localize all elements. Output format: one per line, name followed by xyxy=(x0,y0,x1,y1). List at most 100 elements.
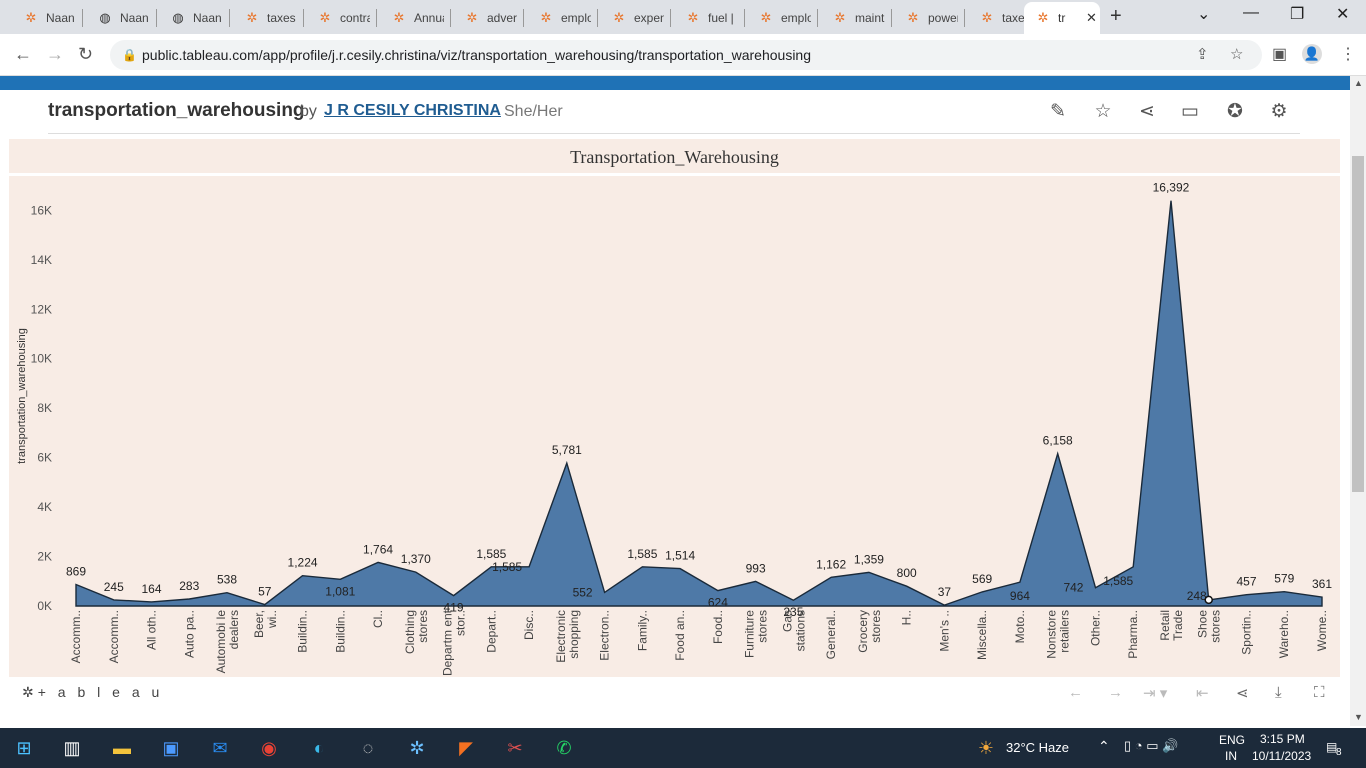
tab-label: Naan xyxy=(193,11,222,25)
store-icon[interactable]: ▣ xyxy=(162,738,180,758)
weather-icon[interactable]: ☀ xyxy=(977,738,995,758)
data-label: 552 xyxy=(573,585,593,599)
viz-header: transportation_warehousing by J R CESILY… xyxy=(0,90,1350,136)
snipping-tool-icon[interactable]: ✂ xyxy=(507,738,523,758)
forward-button[interactable]: → xyxy=(46,44,64,64)
browser-tab[interactable]: ✲ contra xyxy=(306,5,374,31)
close-tab-icon[interactable]: ✕ xyxy=(1086,10,1097,25)
edit-viz-icon[interactable]: ✎ xyxy=(1050,101,1066,122)
tableau-icon: ✲ xyxy=(466,10,478,25)
windows-start-icon[interactable]: ⊞ xyxy=(16,738,32,758)
browser-tab[interactable]: ✲ Naan xyxy=(12,5,80,31)
data-label: 1,370 xyxy=(401,552,431,566)
minimize-button[interactable]: — xyxy=(1243,4,1259,21)
browser-tab[interactable]: ✲ emplo xyxy=(527,5,595,31)
notification-icon[interactable]: ▤ xyxy=(1326,740,1338,754)
back-button[interactable]: ← xyxy=(14,44,32,64)
reload-button[interactable]: ↻ xyxy=(78,44,94,64)
bookmark-star-icon[interactable]: ☆ xyxy=(1230,46,1244,63)
tray-chevron-icon[interactable]: ⌃ xyxy=(1098,738,1110,754)
maximize-button[interactable]: ❐ xyxy=(1290,6,1305,23)
reset-icon[interactable]: ⇤ xyxy=(1196,685,1209,702)
browser-tab[interactable]: ◍ Naan xyxy=(159,5,227,31)
data-label: 1,514 xyxy=(665,549,695,563)
tab-separator xyxy=(891,9,892,27)
author-link[interactable]: J R CESILY CHRISTINA xyxy=(324,102,501,119)
y-tick-label: 8K xyxy=(37,401,52,415)
language-line2[interactable]: IN xyxy=(1225,749,1237,763)
browser-tab[interactable]: ✲ taxes xyxy=(233,5,301,31)
browser-tab[interactable]: ✲ fuel | xyxy=(674,5,742,31)
redo-icon[interactable]: → xyxy=(1108,684,1123,701)
browser-tab[interactable]: ✲ Annua xyxy=(380,5,448,31)
new-tab-button[interactable]: + xyxy=(1110,5,1122,27)
browser-tab[interactable]: ✲ taxes xyxy=(968,5,1036,31)
badge-icon[interactable]: ✪ xyxy=(1227,101,1243,122)
viz-toolbar: ✲+ a b l e a u ← → ⇥ ▾ ⇤ ⋖ ⤓ ⛶ xyxy=(0,680,1350,708)
tab-search-icon[interactable]: ⌄ xyxy=(1197,6,1211,23)
browser-tab[interactable]: ✲ expen xyxy=(600,5,668,31)
file-explorer-icon[interactable]: ▬ xyxy=(113,738,131,758)
settings-gear-icon[interactable]: ⚙ xyxy=(1270,101,1288,122)
data-label: 1,764 xyxy=(363,542,393,556)
weather-text[interactable]: 32°C Haze xyxy=(1006,740,1070,755)
clock-time[interactable]: 3:15 PM xyxy=(1260,732,1305,746)
data-label: 235 xyxy=(783,605,803,619)
page-scrollbar[interactable]: ▲ ▼ xyxy=(1350,76,1366,726)
active-tab[interactable]: ✲ tr ✕ xyxy=(1024,2,1100,34)
download-icon[interactable]: ⤓ xyxy=(1275,684,1282,701)
browser-tab[interactable]: ✲ emplo xyxy=(747,5,815,31)
tableau-app-icon[interactable]: ✲ xyxy=(409,738,425,758)
x-tick-label: Wome.. xyxy=(1315,610,1329,651)
clock-date[interactable]: 10/11/2023 xyxy=(1252,749,1312,763)
by-text: by xyxy=(300,103,317,120)
tab-label: emplo xyxy=(561,11,591,25)
x-tick-label: Other.. xyxy=(1088,610,1102,646)
data-label: 869 xyxy=(66,565,86,579)
tableau-logo[interactable]: ✲+ a b l e a u xyxy=(22,684,164,700)
whatsapp-icon[interactable]: ✆ xyxy=(556,738,572,758)
data-label: 1,585 xyxy=(492,560,522,574)
mail-icon[interactable]: ✉ xyxy=(212,738,228,758)
y-tick-label: 0K xyxy=(37,599,52,613)
fullscreen-icon[interactable]: ⛶ xyxy=(1314,684,1325,701)
url-input[interactable]: 🔒 public.tableau.com/app/profile/j.r.ces… xyxy=(110,40,1262,70)
area-chart[interactable]: 0K 2K 4K 6K 8K 10K 12K 14K 16K 869 245 164 283 538 57… xyxy=(0,176,1350,676)
close-window-button[interactable]: ✕ xyxy=(1336,6,1350,23)
selected-point-marker[interactable] xyxy=(1204,595,1213,605)
share-footer-icon[interactable]: ⋖ xyxy=(1236,685,1249,702)
x-tick-label: H.. xyxy=(900,610,914,625)
browser-tab[interactable]: ✲ maint xyxy=(821,5,889,31)
scroll-up-icon[interactable]: ▲ xyxy=(1354,78,1363,88)
x-tick-label: Electron.. xyxy=(598,610,612,661)
profile-avatar[interactable]: 👤 xyxy=(1302,44,1322,64)
share-icon[interactable]: ⋖ xyxy=(1139,101,1155,122)
area-series[interactable] xyxy=(75,200,1323,607)
tray-icons[interactable]: ▯ ◔ ▭ 🔊 xyxy=(1124,738,1179,753)
edge-icon[interactable]: ◐ xyxy=(313,738,325,758)
data-label: 1,162 xyxy=(816,557,846,571)
favorite-star-icon[interactable]: ☆ xyxy=(1094,101,1112,122)
scroll-thumb[interactable] xyxy=(1352,156,1364,492)
side-panel-icon[interactable]: ▣ xyxy=(1272,46,1288,63)
browser-tab[interactable]: ✲ advert xyxy=(453,5,521,31)
chrome-icon[interactable]: ◉ xyxy=(261,738,277,758)
language-line1[interactable]: ENG xyxy=(1219,733,1246,747)
browser-tab[interactable]: ◍ Naan xyxy=(86,5,154,31)
share-page-icon[interactable]: ⇪ xyxy=(1196,46,1209,63)
comment-icon[interactable]: ▭ xyxy=(1181,101,1199,122)
app-orange-icon[interactable]: ◤ xyxy=(459,738,473,758)
scroll-down-icon[interactable]: ▼ xyxy=(1354,712,1363,722)
tab-separator xyxy=(450,9,451,27)
data-label: 800 xyxy=(897,566,917,580)
data-label: 5,781 xyxy=(552,443,582,457)
tableau-logo-text: + a b l e a u xyxy=(37,684,164,700)
app-icon[interactable]: ◌ xyxy=(362,738,374,758)
tab-label: advert xyxy=(487,11,517,25)
browser-tab[interactable]: ✲ power xyxy=(894,5,962,31)
revert-icon[interactable]: ⇥ ▾ xyxy=(1143,685,1168,702)
tab-separator xyxy=(303,9,304,27)
task-view-icon[interactable]: ▥ xyxy=(63,738,81,758)
undo-icon[interactable]: ← xyxy=(1068,684,1083,701)
menu-icon[interactable]: ⋮ xyxy=(1340,46,1356,63)
